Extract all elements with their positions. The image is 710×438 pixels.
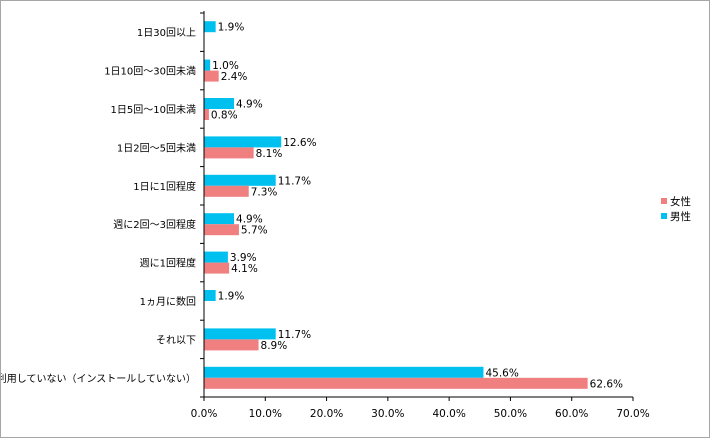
- data-label: 3.9%: [230, 252, 257, 264]
- data-label: 12.6%: [283, 137, 316, 149]
- bar-male: [204, 328, 276, 340]
- bar-male: [204, 213, 235, 225]
- data-label: 4.9%: [236, 214, 263, 226]
- category-label: 週に1回程度: [140, 257, 196, 270]
- bar-female: [204, 377, 588, 389]
- data-label: 45.6%: [485, 367, 518, 379]
- legend-label: 女性: [670, 195, 691, 208]
- bar-female: [204, 147, 254, 159]
- x-tick-label: 30.0%: [371, 408, 404, 420]
- category-label: 1ヵ月に数回: [140, 295, 196, 308]
- bar-female: [204, 339, 259, 351]
- category-label: 1日10回～30回未満: [104, 66, 196, 78]
- bar-male: [204, 21, 216, 33]
- data-label: 8.1%: [256, 148, 283, 160]
- legend-swatch: [661, 213, 667, 219]
- x-tick-label: 40.0%: [432, 408, 465, 420]
- x-tick-label: 70.0%: [616, 408, 649, 420]
- bar-female: [204, 185, 249, 197]
- bar-female: [204, 70, 219, 82]
- data-label: 4.9%: [236, 99, 263, 111]
- category-label: 1日5回～10回未満: [111, 104, 196, 116]
- data-label: 7.3%: [251, 186, 278, 198]
- bar-male: [204, 251, 228, 263]
- bar-male: [204, 290, 216, 301]
- data-label: 8.9%: [261, 340, 288, 352]
- category-label: それ以下: [156, 334, 196, 346]
- data-label: 11.7%: [278, 175, 311, 187]
- data-label: 1.9%: [218, 291, 245, 303]
- x-tick-label: 0.0%: [191, 408, 218, 420]
- x-tick-label: 60.0%: [555, 408, 588, 420]
- category-label: 週に2回～3回程度: [113, 218, 196, 231]
- data-label: 11.7%: [278, 329, 311, 341]
- category-label: 利用していない（インストールしていない）: [1, 373, 196, 385]
- data-label: 1.0%: [212, 60, 239, 72]
- bar-female: [204, 109, 209, 120]
- category-label: 1日2回～5回未満: [117, 142, 196, 154]
- data-label: 1.9%: [218, 22, 245, 34]
- x-tick-label: 20.0%: [310, 408, 343, 420]
- category-label: 1日30回以上: [137, 27, 196, 39]
- legend-label: 男性: [670, 210, 691, 223]
- legend-swatch: [661, 198, 667, 204]
- bar-male: [204, 136, 282, 148]
- x-tick-label: 10.0%: [249, 408, 282, 420]
- bar-male: [204, 174, 276, 186]
- bar-male: [204, 98, 235, 109]
- x-tick-label: 50.0%: [494, 408, 527, 420]
- bar-male: [204, 366, 484, 378]
- data-label: 62.6%: [590, 378, 623, 390]
- data-label: 4.1%: [231, 263, 258, 275]
- data-label: 2.4%: [221, 71, 248, 83]
- bar-female: [204, 262, 230, 274]
- category-label: 1日に1回程度: [133, 180, 196, 193]
- data-label: 5.7%: [241, 225, 268, 237]
- bar-male: [204, 59, 211, 71]
- data-label: 0.8%: [211, 110, 238, 122]
- bar-female: [204, 224, 239, 236]
